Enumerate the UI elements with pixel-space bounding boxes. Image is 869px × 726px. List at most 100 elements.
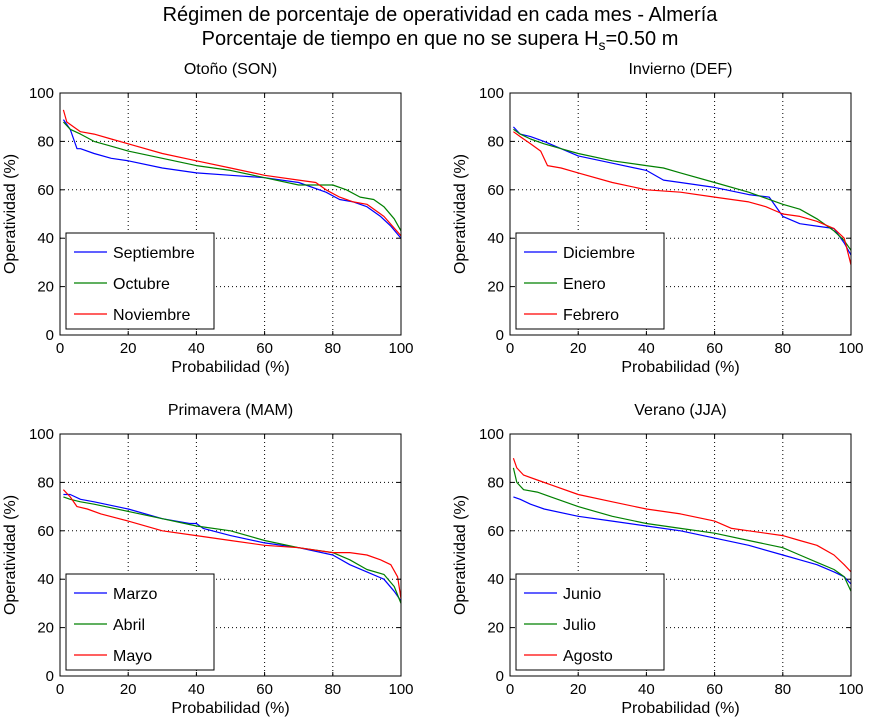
legend-label-febrero: Febrero bbox=[563, 307, 619, 324]
x-tick-label: 0 bbox=[56, 681, 64, 698]
y-tick-label: 60 bbox=[37, 523, 54, 540]
x-tick-label: 60 bbox=[256, 340, 273, 357]
y-axis-label: Operatividad (%) bbox=[452, 154, 469, 274]
chart-panel-3: 0 20 40 60 80 100 0 20 40 60 80 100 Primavera (MAM) P… bbox=[2, 402, 414, 717]
x-tick-label: 60 bbox=[706, 340, 723, 357]
y-tick-label: 0 bbox=[496, 668, 504, 685]
x-tick-label: 20 bbox=[570, 681, 587, 698]
x-tick-label: 60 bbox=[706, 681, 723, 698]
x-tick-label: 80 bbox=[324, 681, 341, 698]
legend-box bbox=[515, 573, 665, 671]
legend-label-agosto: Agosto bbox=[563, 648, 613, 665]
y-tick-label: 20 bbox=[487, 620, 504, 637]
series-line-diciembre bbox=[512, 126, 852, 256]
series-line-agosto bbox=[512, 458, 852, 573]
y-tick-label: 80 bbox=[487, 133, 504, 150]
series-line-enero bbox=[513, 128, 852, 251]
y-tick-label: 80 bbox=[487, 474, 504, 491]
y-tick-label: 100 bbox=[479, 426, 504, 443]
y-tick-label: 60 bbox=[37, 182, 54, 199]
series-line-octubre bbox=[62, 121, 402, 232]
chart-panel-4: 0 20 40 60 80 100 0 20 40 60 80 100 Verano (JJA) Prob… bbox=[452, 402, 864, 717]
x-tick-label: 100 bbox=[388, 340, 413, 357]
x-tick-label: 60 bbox=[256, 681, 273, 698]
series-line-septiembre bbox=[62, 119, 402, 239]
x-tick-label: 0 bbox=[506, 681, 514, 698]
legend: Diciembre Enero Febrero bbox=[515, 232, 665, 330]
x-tick-label: 40 bbox=[188, 681, 205, 698]
y-tick-label: 40 bbox=[37, 571, 54, 588]
x-tick-label: 80 bbox=[774, 340, 791, 357]
y-axis-label: Operatividad (%) bbox=[2, 495, 19, 615]
legend: Marzo Abril Mayo bbox=[65, 573, 215, 671]
series-line-mayo bbox=[62, 489, 402, 599]
legend-box bbox=[65, 573, 215, 671]
x-axis-label: Probabilidad (%) bbox=[171, 359, 289, 376]
y-tick-label: 20 bbox=[37, 620, 54, 637]
series-line-abril bbox=[63, 496, 402, 604]
x-tick-label: 40 bbox=[638, 340, 655, 357]
legend-label-abril: Abril bbox=[113, 617, 145, 634]
legend-label-noviembre: Noviembre bbox=[113, 307, 190, 324]
series-line-marzo bbox=[63, 493, 402, 602]
legend-label-mayo: Mayo bbox=[113, 648, 152, 665]
y-tick-label: 80 bbox=[37, 474, 54, 491]
legend: Septiembre Octubre Noviembre bbox=[65, 232, 215, 330]
x-tick-label: 80 bbox=[324, 340, 341, 357]
y-tick-label: 20 bbox=[487, 279, 504, 296]
y-tick-label: 80 bbox=[37, 133, 54, 150]
x-tick-label: 40 bbox=[188, 340, 205, 357]
y-tick-label: 40 bbox=[37, 230, 54, 247]
title-line2-suffix: =0.50 m bbox=[606, 28, 679, 50]
legend-label-septiembre: Septiembre bbox=[113, 245, 195, 262]
series-line-noviembre bbox=[62, 109, 402, 237]
legend-label-julio: Julio bbox=[563, 617, 596, 634]
x-tick-label: 80 bbox=[774, 681, 791, 698]
y-tick-label: 100 bbox=[29, 85, 54, 102]
legend-label-marzo: Marzo bbox=[113, 586, 158, 603]
y-tick-label: 0 bbox=[496, 327, 504, 344]
axes-box bbox=[509, 433, 852, 677]
y-tick-label: 60 bbox=[487, 182, 504, 199]
y-tick-label: 40 bbox=[487, 571, 504, 588]
legend-box bbox=[515, 232, 665, 330]
axes-box bbox=[59, 92, 402, 336]
x-tick-label: 100 bbox=[388, 681, 413, 698]
legend-label-junio: Junio bbox=[563, 586, 601, 603]
x-tick-label: 100 bbox=[838, 681, 863, 698]
legend-label-diciembre: Diciembre bbox=[563, 245, 635, 262]
x-tick-label: 20 bbox=[570, 340, 587, 357]
chart-panels: 0 20 40 60 80 100 0 20 40 60 80 100 Otoño (SON) Proba… bbox=[2, 61, 864, 717]
chart-panel-2: 0 20 40 60 80 100 0 20 40 60 80 100 Invierno (DEF) Pr… bbox=[452, 61, 864, 376]
x-tick-label: 0 bbox=[506, 340, 514, 357]
x-tick-label: 20 bbox=[120, 340, 137, 357]
figure-title-line2: Porcentaje de tiempo en que no se supera… bbox=[202, 28, 679, 53]
axes-box bbox=[509, 92, 852, 336]
y-tick-label: 20 bbox=[37, 279, 54, 296]
chart-panel-1: 0 20 40 60 80 100 0 20 40 60 80 100 Otoño (SON) Proba… bbox=[2, 61, 414, 376]
title-line2-subscript: s bbox=[599, 37, 606, 53]
y-axis-label: Operatividad (%) bbox=[2, 154, 19, 274]
series-line-julio bbox=[512, 467, 852, 592]
panel-title: Primavera (MAM) bbox=[168, 402, 293, 419]
x-tick-label: 20 bbox=[120, 681, 137, 698]
panel-title: Otoño (SON) bbox=[184, 61, 277, 78]
series-line-febrero bbox=[513, 131, 852, 265]
x-axis-label: Probabilidad (%) bbox=[621, 359, 739, 376]
y-tick-label: 60 bbox=[487, 523, 504, 540]
x-tick-label: 0 bbox=[56, 340, 64, 357]
legend-label-octubre: Octubre bbox=[113, 276, 170, 293]
y-tick-label: 100 bbox=[479, 85, 504, 102]
legend-box bbox=[65, 232, 215, 330]
legend-label-enero: Enero bbox=[563, 276, 606, 293]
y-tick-label: 0 bbox=[46, 668, 54, 685]
y-tick-label: 100 bbox=[29, 426, 54, 443]
y-tick-label: 40 bbox=[487, 230, 504, 247]
y-axis-label: Operatividad (%) bbox=[452, 495, 469, 615]
title-line2-prefix: Porcentaje de tiempo en que no se supera… bbox=[202, 28, 599, 50]
figure-title-line1: Régimen de porcentaje de operatividad en… bbox=[163, 4, 719, 26]
legend: Junio Julio Agosto bbox=[515, 573, 665, 671]
panel-title: Invierno (DEF) bbox=[628, 61, 732, 78]
x-axis-label: Probabilidad (%) bbox=[621, 700, 739, 717]
